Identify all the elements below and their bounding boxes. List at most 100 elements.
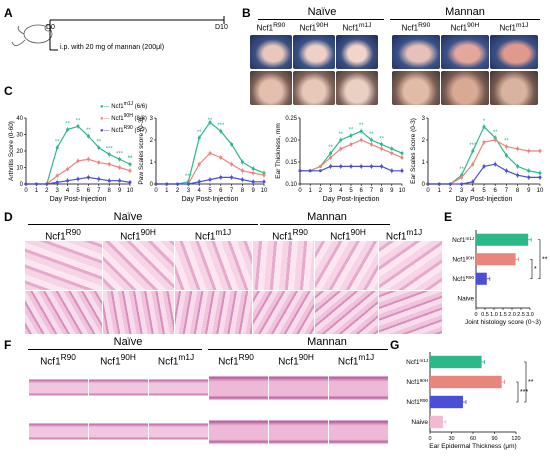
data-point <box>55 174 59 178</box>
data-point <box>516 164 520 168</box>
y-tick-label: 0.20 <box>285 138 297 144</box>
data-point <box>516 147 520 151</box>
bar <box>476 253 516 266</box>
data-point <box>504 169 508 173</box>
data-point <box>186 182 190 186</box>
y-tick-label: 20 <box>16 149 23 155</box>
data-point <box>359 129 363 133</box>
data-point <box>97 177 101 181</box>
data-point <box>318 169 322 173</box>
paw-photo-naive-r90 <box>250 35 292 69</box>
x-tick-label: 10 <box>537 188 544 194</box>
x-tick-label: 6 <box>219 188 223 194</box>
significance-marker: *** <box>185 174 193 180</box>
panel-label-c: C <box>4 84 13 98</box>
strain-label-b2: Ncf190H <box>299 22 329 33</box>
x-tick-label: 4 <box>339 188 343 194</box>
x-axis-label: Day Post-Injection <box>50 196 107 203</box>
timeline-injection-note: i.p. with 20 mg of mannan (200μl) <box>60 44 165 51</box>
y-tick-label: 1 <box>422 160 426 166</box>
x-tick-label: 1.5 <box>499 312 507 318</box>
y-tick-label: 40 <box>16 116 23 122</box>
data-point <box>208 151 212 155</box>
data-point <box>24 182 28 186</box>
y-tick-label: 0.25 <box>285 116 297 122</box>
data-point <box>240 178 244 182</box>
significance-marker: ** <box>369 132 374 138</box>
histology-image <box>252 240 315 291</box>
x-tick-label: 0 <box>426 188 430 194</box>
strain-label-d6: Ncf1m1J <box>385 227 423 243</box>
histology-image <box>208 366 269 411</box>
y-tick-label: 3 <box>150 116 154 122</box>
y-tick-label: 10 <box>16 166 23 172</box>
x-axis-label: Day Post-Injection <box>323 196 380 203</box>
data-point <box>86 175 90 179</box>
y-axis-label: Arthritis Score (0-60) <box>8 121 15 181</box>
bar <box>430 395 463 409</box>
data-point <box>426 182 430 186</box>
paw-photo-naive-m1j <box>336 35 378 69</box>
category-label: Naive <box>411 419 428 426</box>
panel-c-legend: ●— Ncf1m1J (6/6) ●— Ncf190H (8/8) ●— Ncf… <box>100 100 147 136</box>
bar <box>476 272 487 285</box>
x-tick-label: 1 <box>309 188 313 194</box>
legend-item-90h: ●— Ncf190H (8/8) <box>100 113 147 122</box>
bar <box>430 375 502 389</box>
data-point <box>538 171 542 175</box>
significance-marker: ** <box>128 156 133 162</box>
data-point <box>219 156 223 160</box>
data-point <box>154 182 158 186</box>
significance-bracket <box>530 258 533 280</box>
data-point <box>86 157 90 161</box>
x-tick-label: 10 <box>261 188 268 194</box>
histology-image <box>28 410 89 455</box>
data-point <box>400 156 404 160</box>
data-point <box>339 147 343 151</box>
data-point <box>251 167 255 171</box>
significance-marker: ** <box>197 130 202 136</box>
strain-label-b6: Ncf1m1J <box>499 22 529 33</box>
data-point <box>349 142 353 146</box>
panel-label-f: F <box>4 338 12 352</box>
data-point <box>240 169 244 173</box>
data-point <box>118 166 122 169</box>
data-point <box>230 142 234 146</box>
significance-marker: *** <box>520 389 528 396</box>
y-tick-label: 0.15 <box>285 160 297 166</box>
data-point <box>240 160 244 164</box>
data-point <box>380 142 384 146</box>
data-point <box>208 120 212 124</box>
data-point <box>66 128 70 132</box>
significance-marker: ** <box>504 139 509 145</box>
x-tick-label: 0 <box>298 188 302 194</box>
data-point <box>460 182 464 186</box>
data-point <box>527 169 531 173</box>
data-point <box>165 182 169 186</box>
x-tick-label: 2 <box>45 188 49 194</box>
data-point <box>76 159 80 163</box>
data-point <box>538 149 542 153</box>
strain-label-f4: Ncf1R90 <box>218 352 254 368</box>
x-tick-label: 3.0 <box>526 312 534 318</box>
data-point <box>527 149 531 153</box>
significance-marker: * <box>483 119 486 125</box>
significance-marker: ** <box>459 167 464 173</box>
histology-image <box>328 410 389 455</box>
ear-photo-mannan-r90 <box>392 71 440 105</box>
significance-marker: *** <box>469 143 477 149</box>
data-point <box>339 138 343 142</box>
significance-marker: ** <box>128 156 133 162</box>
ear-histology-images <box>28 366 389 455</box>
category-label: Ncf1m1J <box>452 236 474 244</box>
data-point <box>219 175 223 179</box>
strain-label-f5: Ncf190H <box>278 352 314 368</box>
data-point <box>349 134 353 138</box>
data-point <box>471 149 475 153</box>
data-point <box>538 175 542 179</box>
significance-marker: ** <box>349 128 354 134</box>
histology-image <box>88 410 149 455</box>
x-tick-label: 3 <box>460 188 464 194</box>
x-tick-label: 8 <box>380 188 384 194</box>
series-line <box>26 125 131 185</box>
